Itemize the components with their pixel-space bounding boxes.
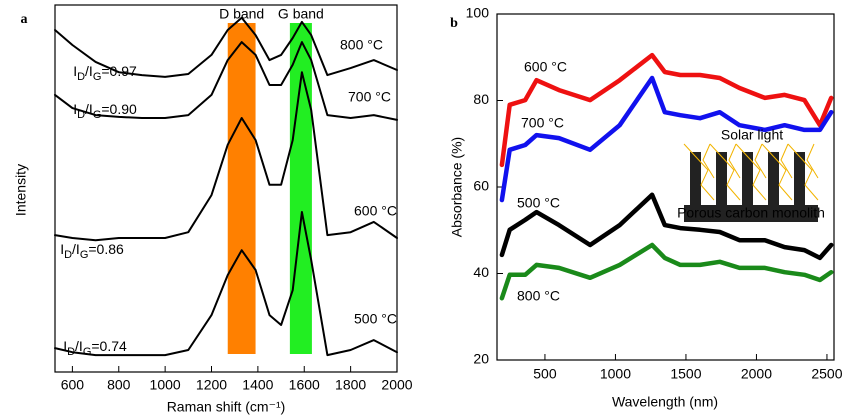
band	[227, 23, 256, 354]
x-tick-label: 2000	[741, 366, 772, 382]
inset-base	[684, 205, 818, 222]
x-axis-title: Raman shift (cm⁻¹)	[167, 399, 286, 415]
x-tick-label: 1200	[196, 377, 227, 393]
x-tick-label: 1600	[289, 377, 320, 393]
y-tick-label: 20	[473, 351, 489, 367]
inset-ray	[754, 143, 767, 179]
x-tick-label: 1000	[600, 366, 631, 382]
x-tick-label: 1500	[670, 366, 701, 382]
series-label: 800 °C	[340, 37, 383, 53]
inset-ray	[683, 143, 715, 201]
series-line	[54, 16, 398, 78]
x-tick-label: 1000	[150, 377, 181, 393]
inset-ray	[702, 143, 715, 179]
x-tick-label: 2000	[381, 377, 412, 393]
series-label: 800 °C	[517, 288, 560, 304]
y-tick-label: 80	[473, 91, 489, 107]
x-tick-label: 1400	[242, 377, 273, 393]
inset-pillar	[690, 152, 701, 207]
inset-pillar	[768, 152, 779, 207]
inset: Solar light Porous carbon monolith	[677, 127, 825, 222]
series-label: 700 °C	[521, 115, 564, 131]
inset-ray	[780, 143, 793, 179]
series-line	[499, 75, 834, 203]
series-label: 600 °C	[524, 59, 567, 75]
series-line	[54, 71, 398, 242]
x-tick-label: 1800	[335, 377, 366, 393]
inset-pillar	[742, 152, 753, 207]
x-tick-label: 600	[61, 377, 85, 393]
series-line	[54, 211, 398, 357]
series-line	[499, 242, 834, 301]
series-line	[54, 41, 398, 121]
inset-ray	[735, 143, 767, 201]
panel-label: b	[450, 16, 458, 31]
x-tick-label: 2500	[811, 366, 842, 382]
inset-ray	[728, 143, 741, 179]
inset-label: Porous carbon monolith	[677, 205, 825, 221]
y-tick-label: 40	[473, 264, 489, 280]
inset-pillar	[716, 152, 727, 207]
band-label: D band	[219, 6, 264, 22]
series-label: 700 °C	[348, 89, 391, 105]
series-line	[499, 52, 834, 168]
plot-frame	[54, 4, 398, 373]
band-label: G band	[278, 6, 324, 22]
inset-ray	[787, 143, 819, 201]
ratio-label: ID/IG=0.90	[73, 101, 137, 121]
ratio-label: ID/IG=0.86	[60, 241, 124, 261]
series-label: 600 °C	[354, 203, 397, 219]
inset-label: Solar light	[721, 127, 783, 143]
inset-pillar	[794, 152, 805, 207]
inset-ray	[761, 143, 793, 201]
series-label: 500 °C	[517, 195, 560, 211]
panel-label: a	[21, 12, 28, 27]
y-tick-label: 100	[466, 5, 490, 21]
x-axis-title: Wavelength (nm)	[612, 394, 718, 410]
ratio-label: ID/IG=0.97	[73, 63, 137, 83]
x-tick-label: 800	[107, 377, 131, 393]
y-axis-title: Intensity	[13, 164, 29, 216]
inset-ray	[806, 143, 819, 179]
series-label: 500 °C	[354, 311, 397, 327]
inset-ray	[709, 143, 741, 201]
y-tick-label: 60	[473, 178, 489, 194]
ratio-label: ID/IG=0.74	[63, 338, 127, 358]
y-axis-title: Absorbance (%)	[449, 137, 465, 237]
x-tick-label: 500	[533, 366, 557, 382]
series-line	[499, 192, 834, 261]
